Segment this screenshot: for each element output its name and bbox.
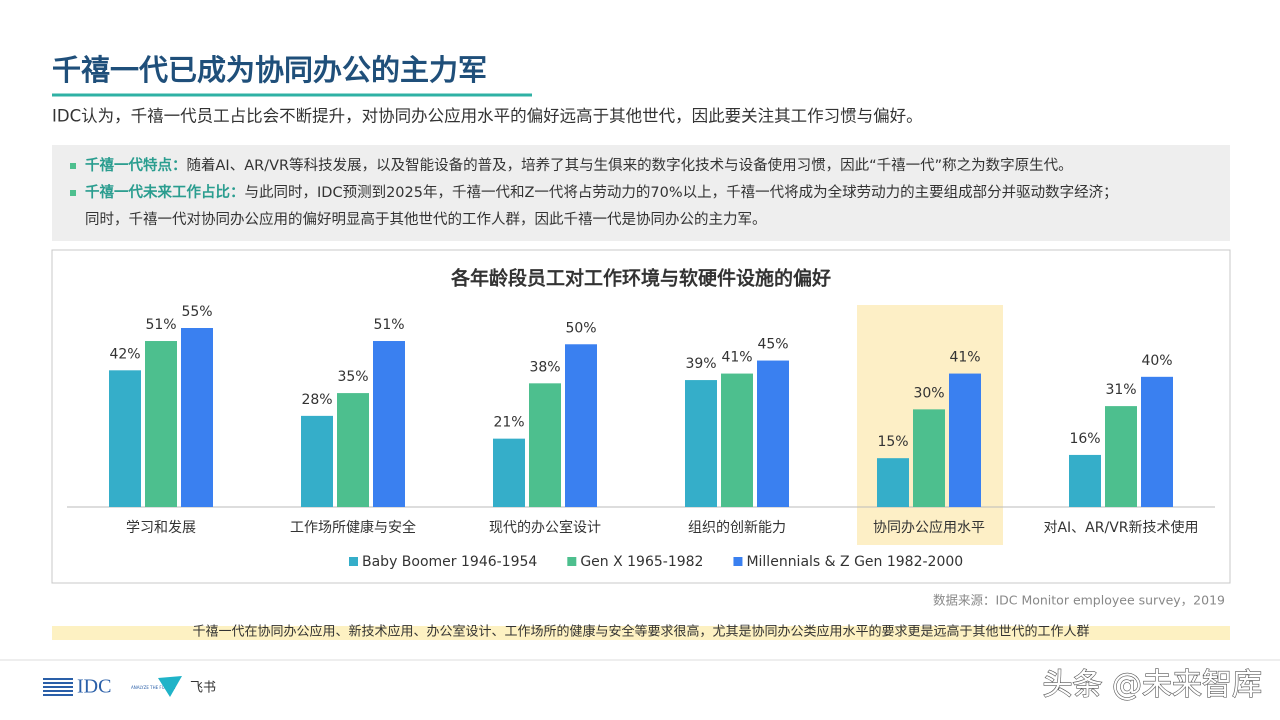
bar	[1105, 406, 1137, 507]
bullet-line: 千禧一代未来工作占比：与此同时，IDC预测到2025年，千禧一代和Z一代将占劳动…	[85, 183, 1118, 201]
legend-swatch	[349, 557, 358, 566]
legend-swatch	[567, 557, 577, 566]
data-label: 51%	[145, 317, 176, 333]
data-label: 16%	[1069, 431, 1100, 447]
subtitle: IDC认为，千禧一代员工占比会不断提升，对协同办公应用水平的偏好远高于其他世代，…	[52, 107, 923, 126]
legend-label: Baby Boomer 1946-1954	[362, 554, 537, 570]
summary-band	[52, 626, 1230, 640]
data-label: 40%	[1141, 353, 1172, 369]
data-label: 38%	[529, 359, 560, 375]
source-note: 数据来源：IDC Monitor employee survey，2019	[933, 593, 1225, 608]
bar	[529, 383, 561, 507]
bullet-label: 千禧一代特点：	[85, 156, 187, 174]
logo-text: IDC	[77, 676, 111, 698]
x-tick-label: 对AI、AR/VR新技术使用	[1043, 519, 1198, 536]
bar	[877, 458, 909, 507]
data-label: 21%	[493, 415, 524, 431]
bar	[913, 409, 945, 507]
bar	[685, 380, 717, 507]
bullet-marker	[70, 190, 76, 196]
bar	[1069, 454, 1101, 507]
data-label: 30%	[913, 385, 944, 401]
logo-tagline: ANALYZE THE FUTURE	[131, 685, 176, 690]
data-label: 31%	[1105, 382, 1136, 398]
data-label: 42%	[109, 346, 140, 362]
bar	[721, 373, 753, 507]
data-label: 41%	[721, 350, 752, 366]
chart-frame	[51, 249, 1231, 584]
x-tick-label: 学习和发展	[126, 520, 196, 536]
x-tick-label: 现代的办公室设计	[489, 519, 601, 536]
bullet-text: 与此同时，IDC预测到2025年，千禧一代和Z一代将占劳动力的70%以上，千禧一…	[245, 183, 1118, 201]
bullet-box	[52, 145, 1230, 241]
data-label: 41%	[949, 350, 980, 366]
bullet-label: 千禧一代未来工作占比：	[85, 183, 245, 201]
bullet-text: 同时，千禧一代对协同办公应用的偏好明显高于其他世代的工作人群，因此千禧一代是协同…	[85, 210, 767, 228]
chart-title: 各年龄段员工对工作环境与软硬件设施的偏好	[450, 267, 831, 290]
bar	[757, 360, 789, 507]
bullet-marker	[70, 163, 76, 169]
x-tick-label: 组织的创新能力	[688, 520, 786, 536]
x-tick-label: 协同办公应用水平	[873, 519, 985, 536]
brand-icon	[158, 676, 182, 697]
data-label: 28%	[301, 392, 332, 408]
bar	[145, 341, 177, 507]
data-label: 15%	[877, 434, 908, 450]
data-label: 39%	[685, 356, 716, 372]
bullet-line: 同时，千禧一代对协同办公应用的偏好明显高于其他世代的工作人群，因此千禧一代是协同…	[85, 210, 767, 228]
bar	[109, 370, 141, 507]
bullet-text: 随着AI、AR/VR等科技发展，以及智能设备的普及，培养了其与生俱来的数字化技术…	[187, 156, 1073, 174]
data-label: 45%	[757, 337, 788, 353]
data-label: 51%	[373, 317, 404, 333]
data-label: 55%	[181, 304, 212, 320]
bar	[949, 373, 981, 507]
data-label: 50%	[565, 320, 596, 336]
legend-swatch	[733, 557, 743, 566]
bar	[373, 341, 405, 507]
bar	[181, 328, 213, 507]
bar	[493, 438, 525, 507]
bar	[301, 415, 333, 507]
bar	[337, 393, 369, 507]
bar	[1141, 376, 1173, 507]
brand-name: 飞书	[190, 681, 216, 696]
bar	[565, 344, 597, 507]
slide-title: 千禧一代已成为协同办公的主力军	[52, 53, 487, 87]
legend-label: Millennials & Z Gen 1982-2000	[746, 554, 963, 570]
bullet-line: 千禧一代特点：随着AI、AR/VR等科技发展，以及智能设备的普及，培养了其与生俱…	[85, 156, 1073, 174]
legend-label: Gen X 1965-1982	[580, 554, 703, 570]
data-label: 35%	[337, 369, 368, 385]
watermark: 头条 @未来智库	[1042, 668, 1262, 703]
x-tick-label: 工作场所健康与安全	[290, 519, 416, 536]
summary-text: 千禧一代在协同办公应用、新技术应用、办公室设计、工作场所的健康与安全等要求很高，…	[192, 624, 1089, 640]
